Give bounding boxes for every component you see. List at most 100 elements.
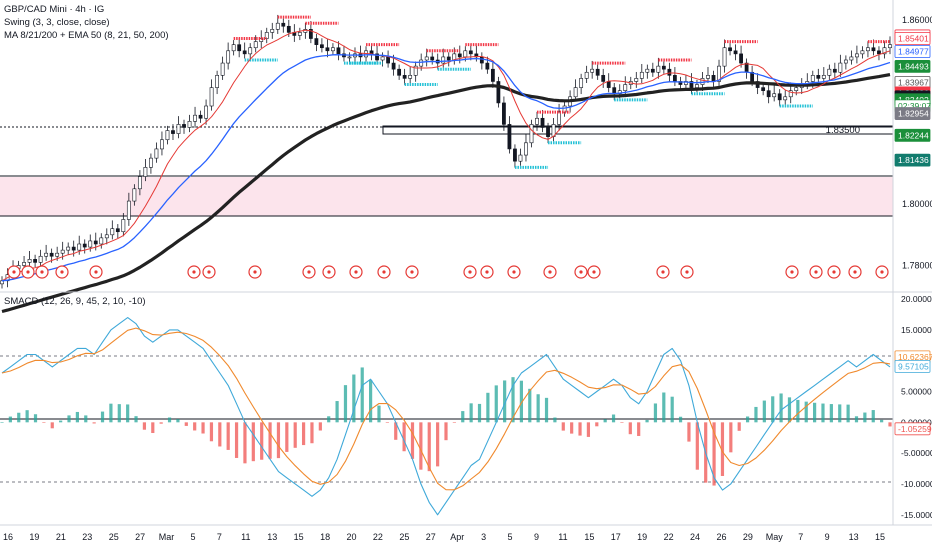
candle-body [794,87,799,91]
smacd-indicator-label[interactable]: SMACD (12, 26, 9, 45, 2, 10, -10) [4,296,146,307]
candle-body [281,22,286,27]
event-marker[interactable] [848,265,862,279]
histogram-bar [804,401,808,423]
candle-body [226,50,231,64]
event-marker[interactable] [377,265,391,279]
candle-body [93,240,98,245]
event-marker[interactable] [875,265,889,279]
event-marker[interactable] [248,265,262,279]
candle-body [761,87,766,91]
histogram-bar [402,422,406,452]
histogram-bar [586,422,591,437]
histogram-bar [260,422,264,460]
candle-body [832,68,837,73]
histogram-bar [327,416,331,423]
event-marker[interactable] [587,265,601,279]
svg-text:1.84493: 1.84493 [898,61,929,71]
candle-body [320,44,324,49]
histogram-bar [360,367,364,423]
event-marker[interactable] [55,265,69,279]
histogram-bar [637,422,641,436]
swing-indicator-label[interactable]: Swing (3, 3, close, close) [4,17,110,28]
candle-body [27,259,32,263]
histogram-bar [687,422,691,442]
candle-body [882,47,887,55]
signal-line [1,327,891,491]
histogram-bar [201,422,205,434]
price-tick-label: 1.78000 [902,260,932,270]
histogram-bar [276,422,281,459]
candle-body [783,96,788,101]
event-marker[interactable] [187,265,201,279]
histogram-bar [17,412,21,423]
event-marker[interactable] [322,265,336,279]
event-marker[interactable] [202,265,216,279]
ma-indicator-label[interactable]: MA 8/21/200 + EMA 50 (8, 21, 50, 200) [4,30,169,41]
histogram-bar [142,422,147,430]
price-tags: 1.854851.854011.849771.844931.839671.836… [894,29,931,167]
event-marker[interactable] [21,265,35,279]
symbol-title[interactable]: GBP/CAD Mini · 4h · IG [4,4,105,15]
x-tick-label: 18 [320,532,330,542]
candle-body [601,75,606,82]
candle-body [77,243,82,251]
candle-body [187,121,192,128]
histogram-bar [176,419,180,423]
macd-histogram [0,367,892,486]
candle-body [55,252,60,257]
histogram-bar [184,422,188,426]
histogram-bar [67,415,71,423]
histogram-bar [226,422,230,450]
candle-body [209,87,214,107]
histogram-bar [75,411,79,423]
candle-body [590,68,595,73]
event-marker[interactable] [35,265,49,279]
candle-body [639,71,644,79]
candle-body [137,176,142,190]
macd-legend: SMACD (12, 26, 9, 45, 2, 10, -10) [4,295,146,308]
price-series [0,14,892,289]
candle-body [143,167,148,177]
histogram-bar [419,422,423,470]
histogram-bar [678,416,683,423]
histogram-bar [519,380,523,423]
ma8-line [1,29,891,282]
candle-body [468,50,473,55]
candle-body [215,75,220,88]
candle-body [430,56,435,61]
histogram-bar [570,422,574,434]
event-marker[interactable] [349,265,363,279]
candle-body [667,68,672,76]
histogram-bar [126,404,130,423]
event-marker[interactable] [574,265,588,279]
event-marker[interactable] [89,265,103,279]
x-tick-label: 20 [347,532,357,542]
candle-body [606,81,611,88]
histogram-bar [838,404,842,423]
event-marker[interactable] [656,265,670,279]
histogram-bar [846,404,850,423]
event-marker[interactable] [827,265,841,279]
histogram-bar [50,422,54,429]
event-marker[interactable] [302,265,316,279]
event-marker[interactable] [507,265,521,279]
event-marker[interactable] [463,265,477,279]
candle-body [231,44,236,52]
candle-body [595,68,600,76]
macd-tick-label: 15.00000 [901,325,932,335]
event-marker[interactable] [7,265,21,279]
histogram-bar [25,410,29,423]
x-tick-label: Mar [159,532,175,542]
macd-pane [0,317,893,516]
x-tick-label: 9 [825,532,830,542]
event-marker[interactable] [405,265,419,279]
svg-text:-1.05259: -1.05259 [898,424,932,434]
event-marker[interactable] [680,265,694,279]
event-marker[interactable] [480,265,494,279]
histogram-bar [745,416,750,423]
histogram-bar [528,388,532,423]
candle-body [126,200,131,220]
event-marker[interactable] [785,265,799,279]
event-marker[interactable] [543,265,557,279]
event-marker[interactable] [809,265,823,279]
